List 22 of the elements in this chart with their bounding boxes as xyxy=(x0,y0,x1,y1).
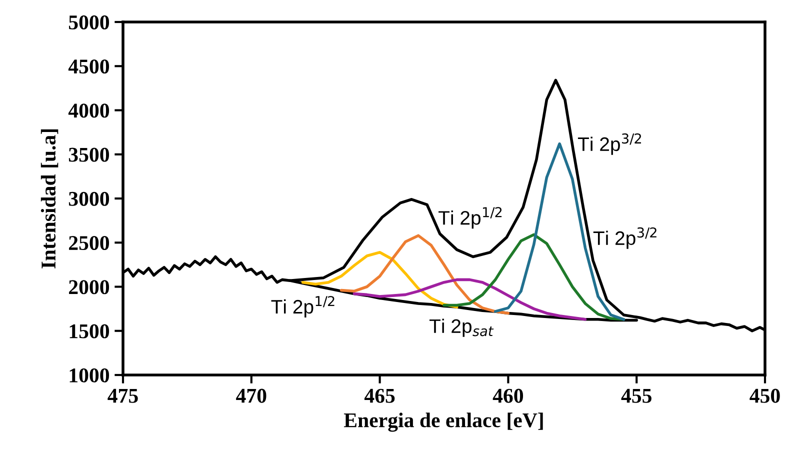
annotation: Ti 2p$^{3/2}$ xyxy=(593,227,656,249)
x-tick-label: 470 xyxy=(236,388,266,403)
y-tick-label: 4000 xyxy=(68,104,110,118)
x-tick-label: 460 xyxy=(492,388,524,403)
annotation: Ti 2p$^{3/2}$ xyxy=(578,133,641,155)
y-tick-label: 1000 xyxy=(70,368,110,382)
y-tick-label: 2500 xyxy=(69,236,110,250)
annotation: Ti 2p$^{1/2}$ xyxy=(271,296,334,318)
y-tick-label: 2000 xyxy=(69,280,110,294)
y-axis-title: Intensidad [u.a] xyxy=(40,129,58,268)
x-tick-label: 475 xyxy=(108,388,138,403)
y-tick-label: 3500 xyxy=(68,148,110,162)
x-tick-label: 450 xyxy=(750,388,780,403)
y-tick-label: 4500 xyxy=(68,60,110,74)
x-tick-label: 465 xyxy=(364,388,395,403)
x-axis-title: Energia de enlace [eV] xyxy=(344,412,543,432)
y-tick-label: 1500 xyxy=(70,324,110,338)
y-tick-label: 3000 xyxy=(68,192,110,206)
annotation: Ti 2p$_{sat}$ xyxy=(430,318,494,337)
x-tick-label: 455 xyxy=(621,388,652,403)
annotation: Ti 2p$^{1/2}$ xyxy=(438,207,502,229)
y-tick-label: 5000 xyxy=(68,15,110,30)
